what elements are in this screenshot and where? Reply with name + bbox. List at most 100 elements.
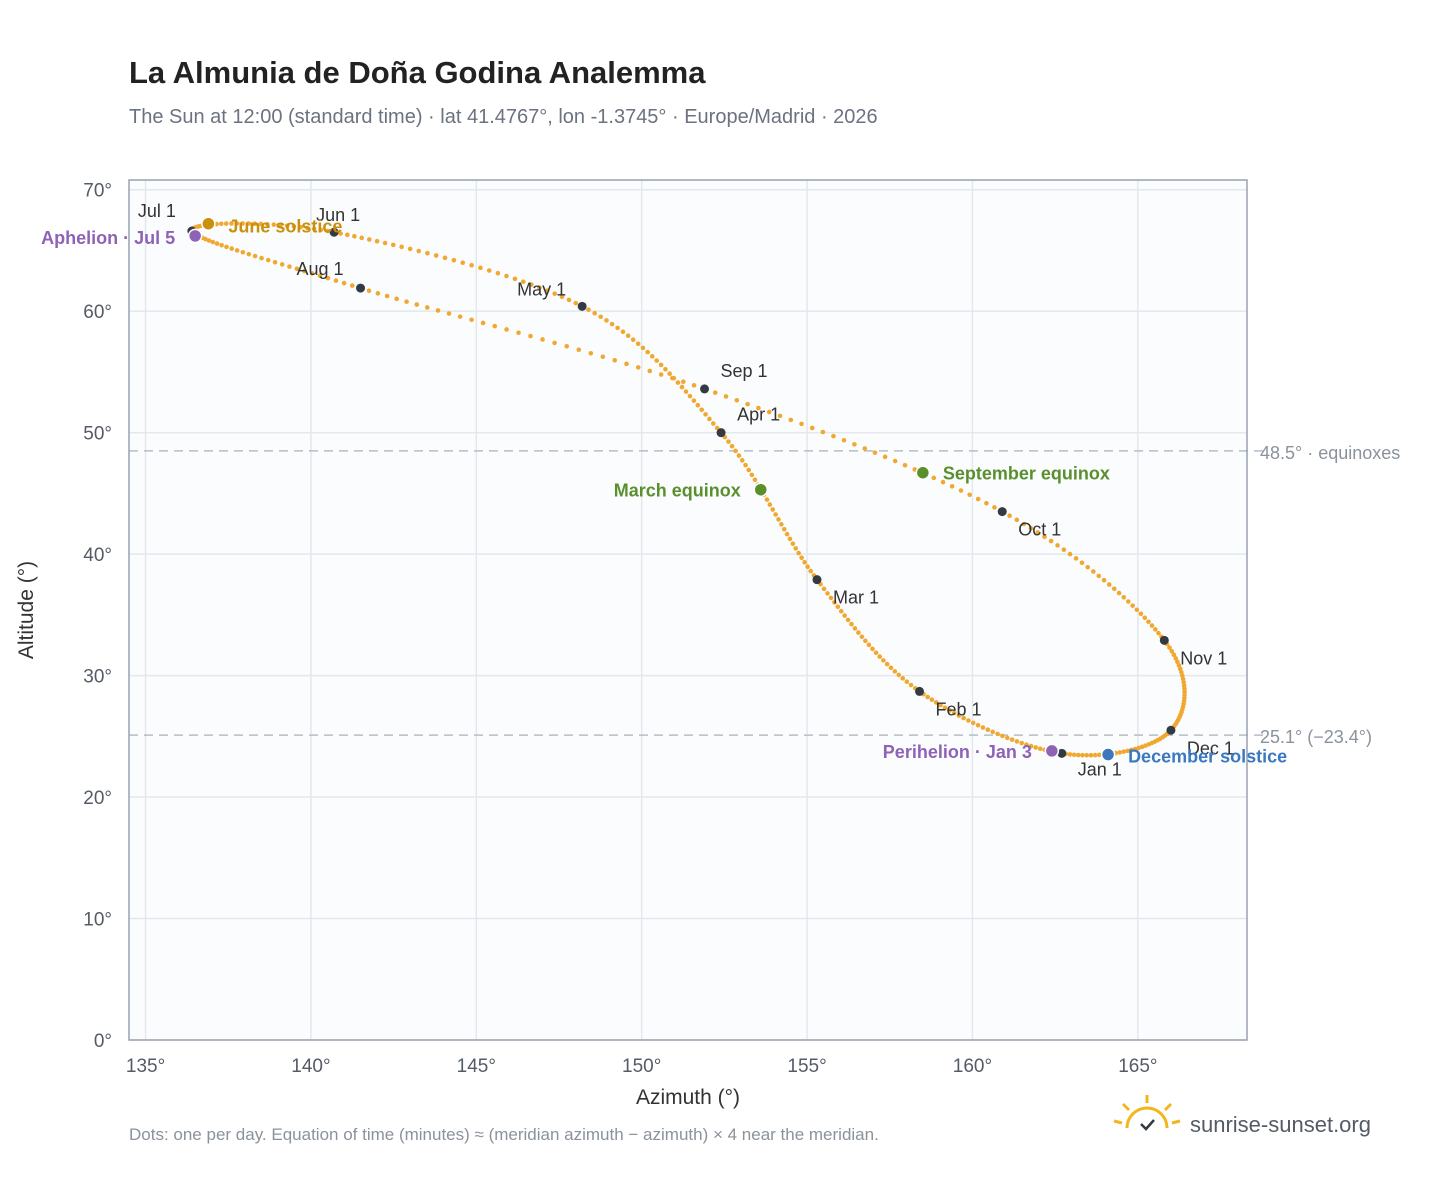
day-dot	[586, 307, 591, 313]
day-dot	[311, 226, 317, 232]
day-dot	[425, 250, 430, 256]
month-marker	[700, 384, 710, 394]
day-dot	[309, 271, 315, 276]
day-dot	[1132, 746, 1138, 752]
day-dot	[1097, 752, 1102, 758]
day-dot	[516, 330, 521, 336]
day-dot	[1028, 525, 1034, 531]
day-dot	[1009, 737, 1015, 742]
day-dot	[246, 251, 252, 257]
day-dot	[1173, 656, 1179, 661]
x-tick-label: 155°	[787, 1056, 826, 1077]
y-axis-label: Altitude (°)	[15, 561, 38, 659]
day-dot	[384, 293, 390, 299]
day-dot	[1033, 745, 1039, 750]
day-dot	[872, 450, 878, 455]
day-dot	[414, 302, 420, 307]
month-marker	[716, 428, 726, 438]
day-dot	[793, 546, 799, 551]
day-dot	[1121, 749, 1127, 754]
day-dot	[224, 244, 229, 250]
day-dot	[820, 429, 826, 435]
day-dot	[640, 345, 646, 351]
day-dot	[756, 405, 761, 411]
x-tick-label: 165°	[1118, 1056, 1157, 1077]
day-dot	[620, 329, 626, 335]
day-dot	[1067, 752, 1073, 757]
month-label: Sep 1	[721, 361, 768, 381]
month-label: Mar 1	[833, 588, 879, 608]
day-dot	[1014, 739, 1020, 744]
day-dot	[564, 344, 569, 349]
day-dot	[284, 223, 290, 229]
day-dot	[821, 586, 827, 592]
day-dot	[460, 260, 466, 266]
day-dot	[399, 244, 404, 250]
day-dot	[214, 241, 220, 246]
day-dot	[881, 658, 886, 663]
day-dot	[1129, 747, 1134, 753]
day-dot	[802, 559, 807, 565]
event-label: December solstice	[1128, 747, 1287, 767]
day-dot	[325, 228, 330, 234]
day-dot	[796, 550, 801, 556]
day-dot	[1169, 648, 1175, 654]
day-dot	[870, 646, 875, 652]
month-marker	[1166, 725, 1176, 735]
day-dot	[1167, 645, 1172, 650]
event-label: Perihelion · Jan 3	[883, 742, 1032, 762]
month-label: Aug 1	[296, 259, 343, 279]
day-dot	[1035, 530, 1041, 535]
event-marker	[915, 465, 931, 480]
day-dot	[773, 512, 778, 517]
day-dot	[687, 393, 693, 399]
day-dot	[743, 462, 748, 468]
day-dot	[766, 409, 772, 415]
day-dot	[219, 242, 224, 248]
day-dot	[938, 702, 943, 708]
day-dot	[852, 442, 857, 447]
day-dot	[520, 279, 526, 284]
event-marker	[1100, 747, 1116, 762]
day-dot	[892, 458, 898, 464]
day-dot	[1091, 569, 1096, 574]
day-dot	[325, 275, 331, 281]
day-dot	[995, 731, 1000, 737]
day-dot	[559, 294, 565, 300]
month-marker	[1159, 635, 1169, 645]
day-dot	[908, 682, 914, 688]
day-dot	[695, 402, 701, 408]
day-dot	[691, 398, 697, 403]
day-dot	[223, 221, 229, 226]
day-dot	[799, 421, 804, 427]
day-dot	[1042, 534, 1047, 540]
day-dot	[940, 479, 946, 485]
y-tick-label: 0°	[94, 1031, 112, 1052]
x-tick-label: 160°	[953, 1056, 992, 1077]
day-dot	[407, 246, 413, 252]
day-dot	[537, 285, 542, 290]
day-dot	[1079, 560, 1085, 566]
day-dot	[486, 268, 492, 273]
day-dot	[210, 239, 216, 245]
day-dot	[1096, 573, 1102, 579]
day-dot	[240, 221, 245, 226]
day-dot	[529, 282, 534, 287]
day-dot	[942, 705, 948, 711]
grid-lines	[129, 180, 1247, 1041]
day-dot	[904, 679, 910, 685]
day-dot	[1084, 752, 1090, 758]
chart-subtitle: The Sun at 12:00 (standard time) · lat 4…	[129, 106, 878, 128]
day-dot	[625, 333, 631, 339]
day-dot	[544, 288, 550, 293]
month-label: Jun 1	[316, 205, 360, 225]
day-dot	[912, 467, 918, 472]
day-dot	[736, 453, 742, 458]
day-dot	[658, 362, 664, 368]
day-dot	[1142, 615, 1148, 621]
day-dot	[1134, 607, 1140, 613]
day-dot	[900, 676, 906, 681]
month-marker	[915, 686, 925, 696]
day-dot	[849, 621, 854, 627]
